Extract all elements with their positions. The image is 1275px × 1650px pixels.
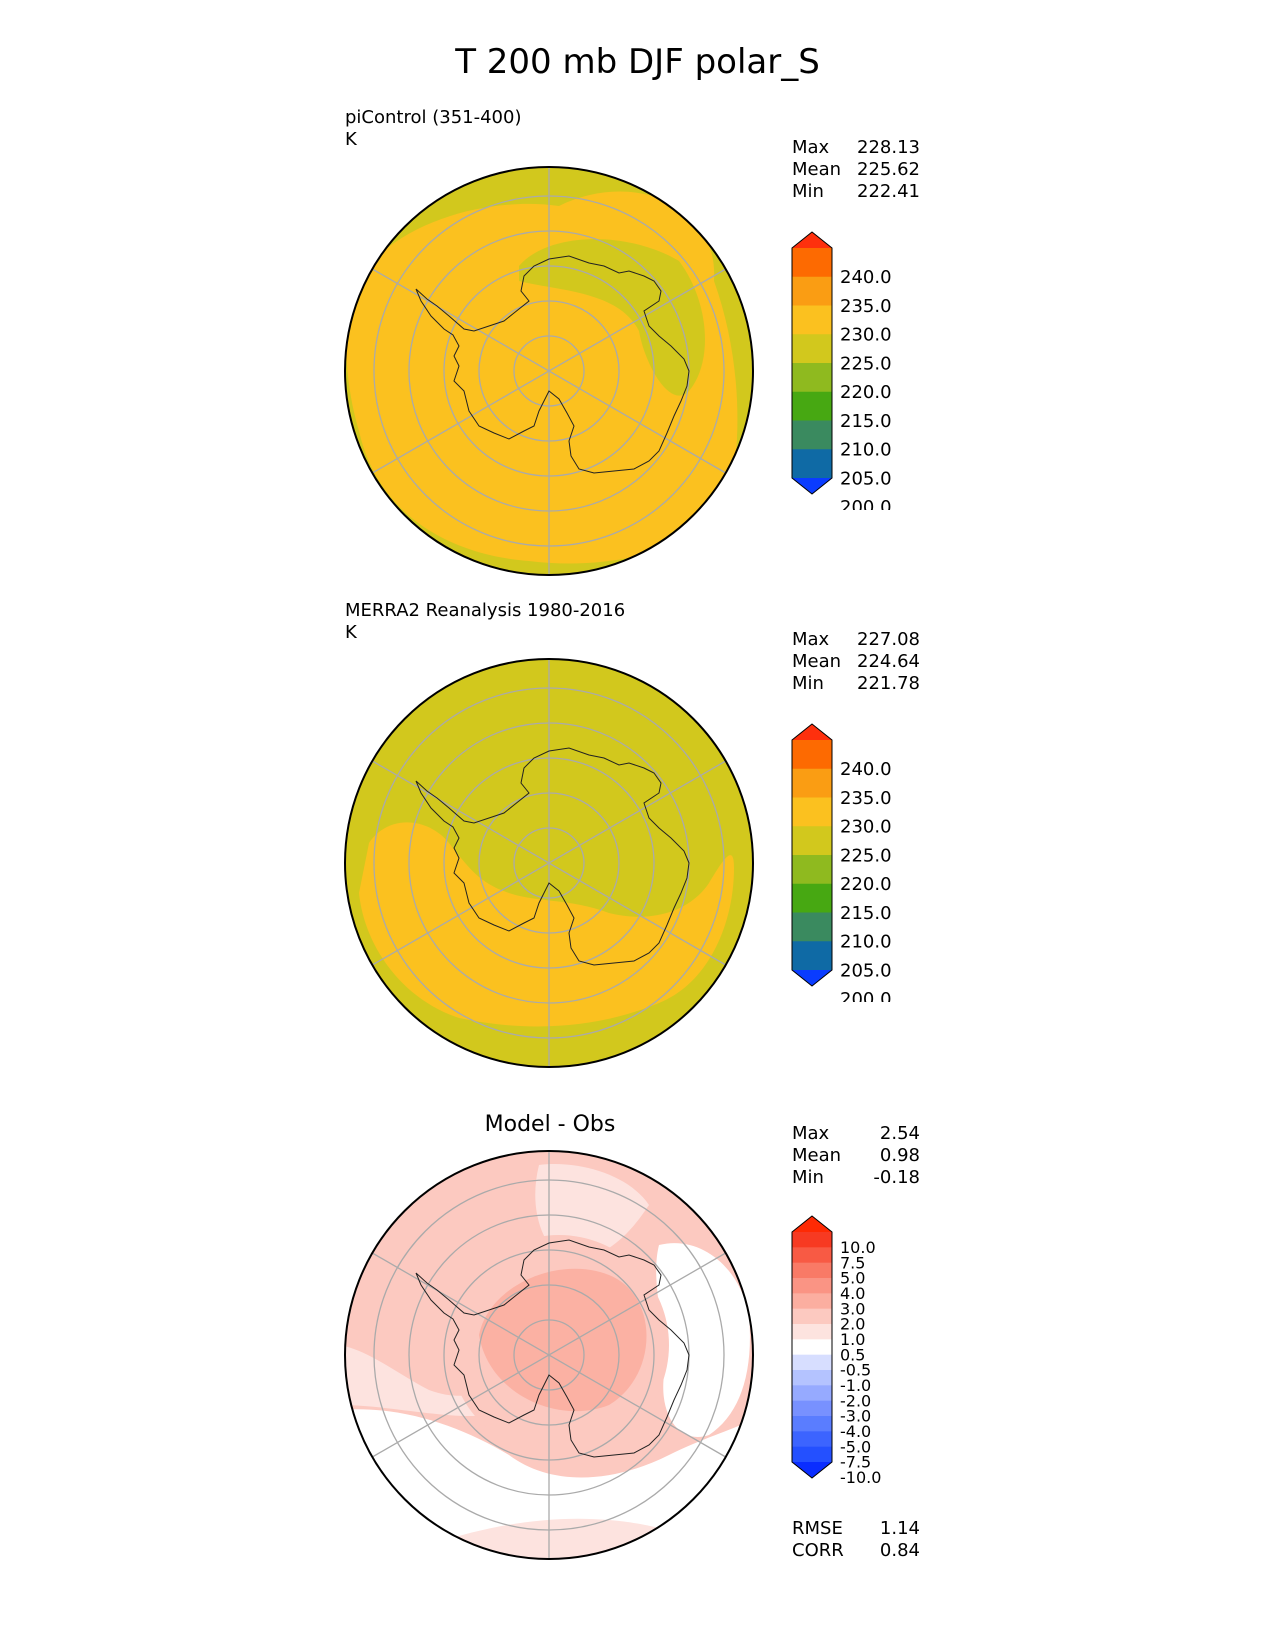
colorbar-tick-label: 235.0 bbox=[840, 296, 892, 317]
colorbar-bin bbox=[792, 276, 832, 306]
panel3-colorbar: 10.07.55.04.03.02.01.00.5-0.5-1.0-2.0-3.… bbox=[791, 1215, 881, 1487]
colorbar-bin bbox=[792, 449, 832, 479]
colorbar-bin bbox=[792, 420, 832, 450]
colorbar-tick-label: 215.0 bbox=[840, 411, 892, 432]
panel3-stats: Max 2.54 Mean 0.98 Min -0.18 bbox=[792, 1123, 920, 1188]
colorbar-bin bbox=[792, 1400, 832, 1417]
colorbar-tick-label: -4.0 bbox=[840, 1422, 871, 1441]
colorbar-outline bbox=[791, 231, 833, 495]
colorbar-bin bbox=[792, 768, 832, 798]
colorbar-extend-min bbox=[792, 970, 832, 986]
panel1-colorbar: 240.0 235.0 230.0 225.0 220.0 215.0 210.0 205.0… bbox=[791, 231, 892, 510]
colorbar-tick-label: 1.0 bbox=[840, 1330, 865, 1349]
colorbar-tick-label: 215.0 bbox=[840, 903, 892, 924]
colorbar-bin bbox=[792, 883, 832, 913]
colorbar-tick-label: -2.0 bbox=[840, 1391, 871, 1410]
colorbar-tick-label: 2.0 bbox=[840, 1315, 865, 1334]
colorbar-bin bbox=[792, 1416, 832, 1432]
colorbar-tick-label: -3.0 bbox=[840, 1407, 871, 1426]
colorbar-tick-label: 205.0 bbox=[840, 468, 892, 489]
colorbar-bin bbox=[792, 305, 832, 335]
colorbar-bin bbox=[792, 1370, 832, 1386]
colorbar-extend-max bbox=[792, 724, 832, 740]
colorbar-tick-label: 210.0 bbox=[840, 932, 892, 953]
panel1-label: piControl (351-400) K bbox=[345, 107, 521, 151]
colorbar-tick-label: 5.0 bbox=[840, 1269, 865, 1288]
panel2-label: MERRA2 Reanalysis 1980-2016 K bbox=[345, 600, 625, 644]
colorbar-bin bbox=[792, 1278, 832, 1294]
colorbar-bin bbox=[792, 1293, 832, 1310]
colorbar-tick-label: 225.0 bbox=[840, 353, 892, 374]
colorbar-bin bbox=[792, 1385, 832, 1402]
colorbar-bin bbox=[792, 1308, 832, 1325]
panel1-polar-map bbox=[344, 166, 754, 576]
colorbar-tick-label: 0.5 bbox=[840, 1345, 865, 1364]
colorbar-extend-max bbox=[792, 232, 832, 248]
colorbar-tick-label: 205.0 bbox=[840, 960, 892, 981]
colorbar-bin bbox=[792, 391, 832, 421]
colorbar-bin bbox=[792, 740, 832, 770]
colorbar-tick-label: 240.0 bbox=[840, 759, 892, 780]
colorbar-outline bbox=[791, 723, 833, 987]
colorbar-tick-label: -5.0 bbox=[840, 1437, 871, 1456]
colorbar-bin bbox=[792, 1431, 832, 1448]
panel2-colorbar: 240.0 235.0 230.0 225.0 220.0 215.0 210.0 205.0… bbox=[791, 723, 892, 1002]
colorbar-extend-min bbox=[792, 1462, 832, 1478]
panel2-stats: Max 227.08 Mean 224.64 Min 221.78 bbox=[792, 629, 920, 694]
colorbar-tick-label: 210.0 bbox=[840, 440, 892, 461]
panel1-stats: Max 228.13 Mean 225.62 Min 222.41 bbox=[792, 137, 920, 202]
colorbar-tick-label: -7.5 bbox=[840, 1453, 871, 1472]
colorbar-bin bbox=[792, 1339, 832, 1356]
colorbar-bin bbox=[792, 1232, 832, 1248]
colorbar-tick-label: 230.0 bbox=[840, 325, 892, 346]
colorbar-outline bbox=[791, 1215, 833, 1479]
colorbar-tick-label: 220.0 bbox=[840, 382, 892, 403]
colorbar-bin bbox=[792, 1446, 832, 1463]
colorbar-bin bbox=[792, 1324, 832, 1340]
coastline bbox=[415, 747, 690, 966]
colorbar-tick-label: -0.5 bbox=[840, 1361, 871, 1380]
graticule bbox=[371, 659, 727, 1067]
colorbar-bin bbox=[792, 1354, 832, 1371]
figure-title: T 200 mb DJF polar_S bbox=[455, 42, 820, 82]
colorbar-bin bbox=[792, 855, 832, 885]
panel2-title: MERRA2 Reanalysis 1980-2016 bbox=[345, 600, 626, 621]
colorbar-tick-label: 225.0 bbox=[840, 845, 892, 866]
coastline bbox=[415, 1239, 690, 1458]
colorbar-tick-label: 230.0 bbox=[840, 817, 892, 838]
panel1-title: piControl (351-400) bbox=[345, 107, 522, 128]
colorbar-bin bbox=[792, 248, 832, 278]
colorbar-tick-label: 235.0 bbox=[840, 788, 892, 809]
panel2-units: K bbox=[345, 622, 357, 643]
panel3-polar-map bbox=[344, 1150, 754, 1560]
colorbar-tick-label: 200.0 bbox=[840, 497, 892, 510]
panel3-extra-stats: RMSE 1.14 CORR 0.84 bbox=[792, 1518, 920, 1561]
colorbar-extend-max bbox=[792, 1216, 832, 1232]
colorbar-extend-min bbox=[792, 478, 832, 494]
colorbar-tick-label: 4.0 bbox=[840, 1284, 865, 1303]
graticule bbox=[371, 167, 727, 575]
colorbar-bin bbox=[792, 797, 832, 827]
panel1-units: K bbox=[345, 129, 357, 150]
colorbar-tick-label: 220.0 bbox=[840, 874, 892, 895]
colorbar-bin bbox=[792, 1247, 832, 1264]
colorbar-bin bbox=[792, 912, 832, 942]
colorbar-bin bbox=[792, 363, 832, 393]
colorbar-tick-label: 240.0 bbox=[840, 267, 892, 288]
coastline bbox=[415, 255, 690, 474]
colorbar-tick-label: 10.0 bbox=[840, 1238, 876, 1257]
colorbar-tick-label: 200.0 bbox=[840, 989, 892, 1002]
colorbar-tick-label: -1.0 bbox=[840, 1376, 871, 1395]
panel2-polar-map bbox=[344, 658, 754, 1068]
colorbar-bin bbox=[792, 941, 832, 971]
colorbar-tick-label: 7.5 bbox=[840, 1253, 865, 1272]
colorbar-bin bbox=[792, 334, 832, 364]
colorbar-tick-label: -10.0 bbox=[840, 1468, 881, 1487]
panel3-title: Model - Obs bbox=[484, 1112, 616, 1137]
colorbar-tick-label: 3.0 bbox=[840, 1299, 865, 1318]
colorbar-bin bbox=[792, 826, 832, 856]
colorbar-bin bbox=[792, 1262, 832, 1279]
